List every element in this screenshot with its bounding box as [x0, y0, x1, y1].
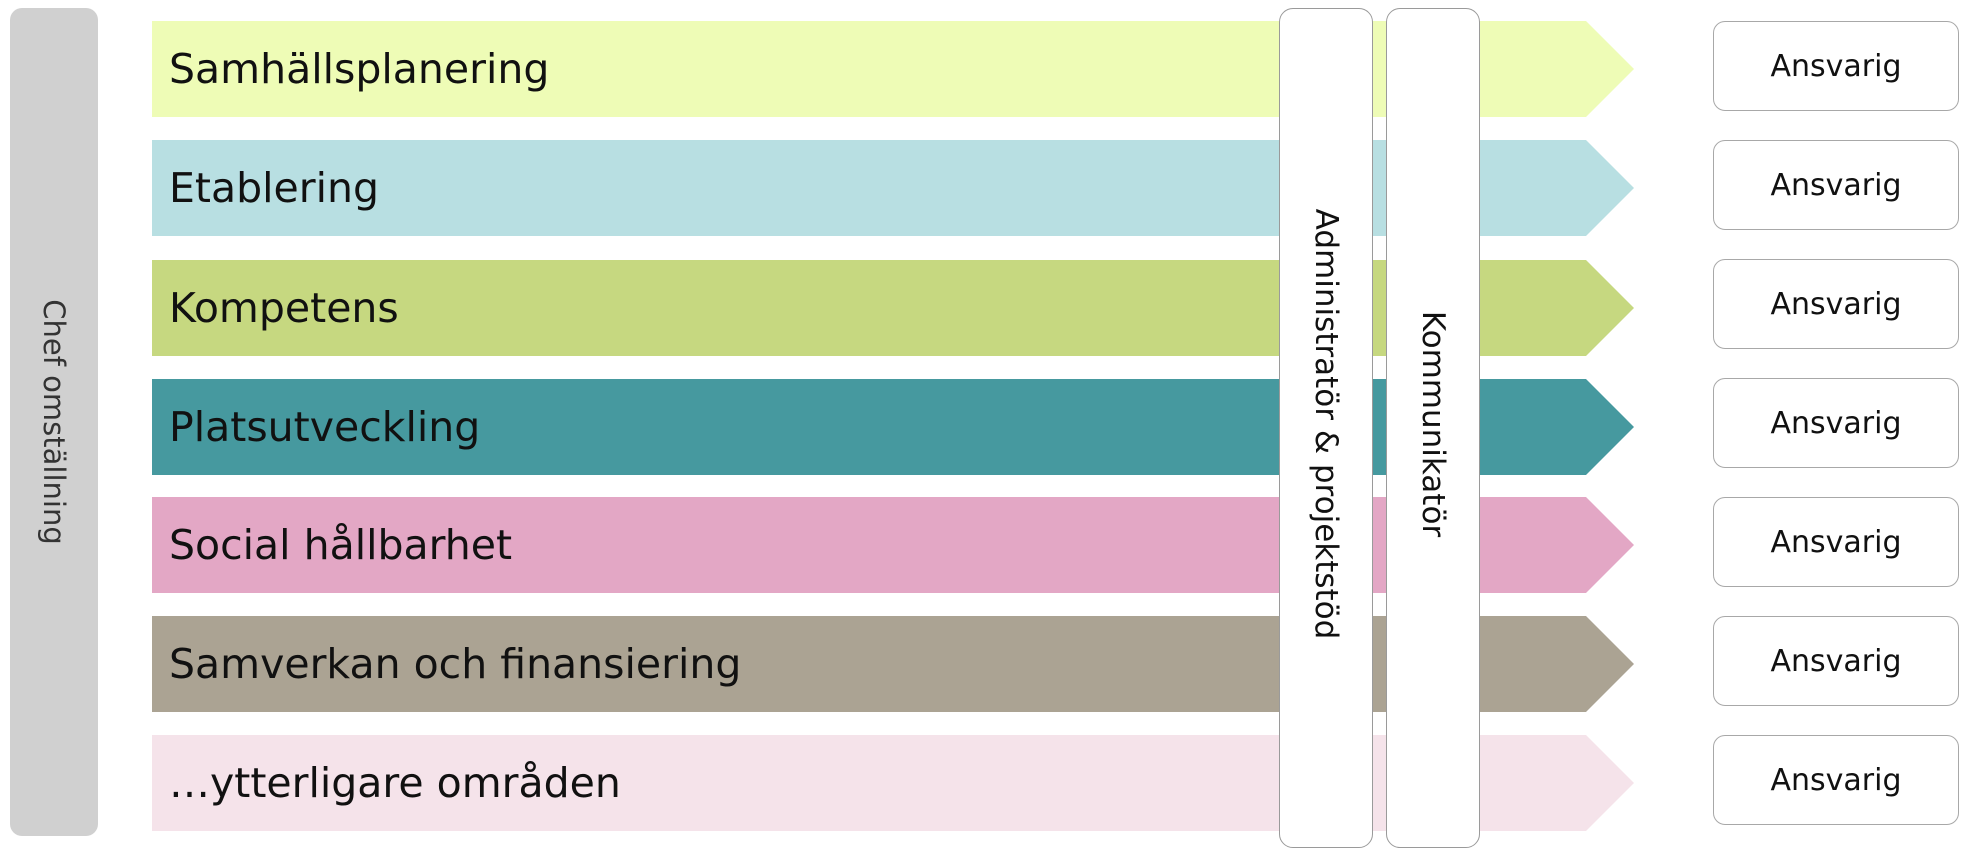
- ansvarig-box: Ansvarig: [1713, 497, 1959, 587]
- area-label: Platsutveckling: [169, 403, 481, 451]
- ansvarig-box: Ansvarig: [1713, 259, 1959, 349]
- ansvarig-box: Ansvarig: [1713, 140, 1959, 230]
- area-label: Etablering: [169, 164, 380, 212]
- ansvarig-box: Ansvarig: [1713, 378, 1959, 468]
- ansvarig-label: Ansvarig: [1770, 48, 1902, 84]
- ansvarig-box: Ansvarig: [1713, 735, 1959, 825]
- kommunikator-label: Kommunikatör: [1415, 310, 1451, 538]
- area-label: Samverkan och finansiering: [169, 640, 742, 688]
- ansvarig-box: Ansvarig: [1713, 21, 1959, 111]
- ansvarig-label: Ansvarig: [1770, 762, 1902, 798]
- ansvarig-label: Ansvarig: [1770, 643, 1902, 679]
- chef-omstallning-bar: [10, 8, 98, 836]
- area-label: Kompetens: [169, 284, 399, 332]
- area-label: Samhällsplanering: [169, 45, 550, 93]
- ansvarig-box: Ansvarig: [1713, 616, 1959, 706]
- ansvarig-label: Ansvarig: [1770, 405, 1902, 441]
- ansvarig-label: Ansvarig: [1770, 286, 1902, 322]
- area-label: Social hållbarhet: [169, 521, 513, 569]
- ansvarig-label: Ansvarig: [1770, 524, 1902, 560]
- administrator-projektstod-box: Administratör & projektstöd: [1279, 8, 1373, 848]
- area-label: …ytterligare områden: [169, 759, 621, 807]
- chef-omstallning-label: Chef omställning: [37, 299, 71, 545]
- kommunikator-box: Kommunikatör: [1386, 8, 1480, 848]
- administrator-projektstod-label: Administratör & projektstöd: [1308, 208, 1344, 640]
- ansvarig-label: Ansvarig: [1770, 167, 1902, 203]
